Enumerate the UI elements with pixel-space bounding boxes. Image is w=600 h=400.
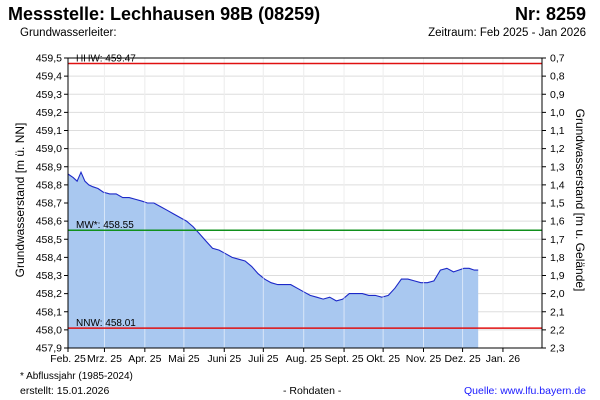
- y-axis-left: 457,9 458,0 458,1 458,2 458,3 458,4 458,5 458,6…: [36, 53, 68, 355]
- y-tick-label-right: 2,2: [550, 324, 565, 336]
- y-tick-label-right: 1,8: [550, 252, 565, 264]
- y-tick-label-left: 458,1: [36, 306, 62, 318]
- y-tick-label-left: 459,1: [36, 125, 62, 137]
- x-tick-label: Dez. 25: [444, 353, 480, 365]
- y-tick-label-right: 1,6: [550, 216, 565, 228]
- y-tick-label-left: 458,6: [36, 216, 62, 228]
- x-tick-label: Sept. 25: [325, 353, 364, 365]
- y-tick-label-right: 2,3: [550, 343, 565, 355]
- y-tick-label-left: 459,4: [36, 71, 62, 83]
- y-tick-label-right: 1,2: [550, 143, 565, 155]
- x-tick-label: Juni 25: [207, 353, 241, 365]
- x-tick-label: Mrz. 25: [87, 353, 122, 365]
- y-tick-label-right: 1,4: [550, 179, 565, 191]
- y-tick-label-right: 2,1: [550, 306, 565, 318]
- series-line: [67, 170, 479, 302]
- y-tick-label-right: 1,9: [550, 270, 565, 282]
- station-title: Messstelle: Lechhausen 98B (08259): [8, 4, 321, 24]
- x-tick-label: Apr. 25: [128, 353, 161, 365]
- y-tick-label-left: 459,0: [36, 143, 62, 155]
- y-tick-label-left: 458,8: [36, 179, 62, 191]
- x-tick-label: Feb. 25: [50, 353, 86, 365]
- y-axis-left-title: Grundwasserstand [m ü. NN]: [13, 123, 27, 278]
- y-axis-right: 0,7 0,8 0,9 1,0 1,1 1,2 1,3 1,4 1,5 1,6 1,7 1,8 1,9 2…: [542, 53, 565, 355]
- x-tick-label: Aug. 25: [286, 353, 322, 365]
- period-label: Zeitraum: Feb 2025 - Jan 2026: [428, 27, 586, 39]
- y-axis-right-title: Grundwasserstand [m u. Gelände]: [573, 109, 587, 292]
- x-tick-label: Jan. 26: [486, 353, 521, 365]
- reference-line-label: MW*: 458.55: [76, 220, 134, 231]
- y-tick-label-left: 458,3: [36, 270, 62, 282]
- y-tick-label-left: 458,5: [36, 234, 62, 246]
- x-axis: Feb. 25 Mrz. 25 Apr. 25 Mai 25 Juni 25 Juli 2…: [50, 348, 520, 365]
- x-tick-label: Okt. 25: [366, 353, 400, 365]
- y-tick-label-left: 457,9: [36, 343, 62, 355]
- footnote: * Abflussjahr (1985-2024): [20, 371, 133, 382]
- y-tick-label-left: 459,2: [36, 107, 62, 119]
- y-tick-label-left: 458,0: [36, 324, 62, 336]
- aquifer-label: Grundwasserleiter:: [20, 27, 117, 39]
- created-date: erstellt: 15.01.2026: [20, 385, 110, 397]
- y-tick-label-left: 458,4: [36, 252, 62, 264]
- y-tick-label-left: 459,3: [36, 89, 62, 101]
- series-fill: [68, 172, 479, 348]
- station-number: Nr: 8259: [514, 4, 586, 24]
- y-tick-label-right: 2,0: [550, 288, 565, 300]
- y-tick-label-left: 458,9: [36, 161, 62, 173]
- y-tick-label-right: 1,0: [550, 107, 565, 119]
- y-tick-label-right: 1,7: [550, 234, 565, 246]
- x-tick-label: Juli 25: [248, 353, 279, 365]
- y-tick-label-left: 459,5: [36, 53, 62, 65]
- y-tick-label-left: 458,7: [36, 198, 62, 210]
- y-tick-label-right: 1,3: [550, 161, 565, 173]
- raw-data-note: - Rohdaten -: [283, 385, 342, 397]
- y-tick-label-right: 0,8: [550, 71, 565, 83]
- reference-line-label: HHW: 459.47: [76, 53, 136, 64]
- x-tick-label: Mai 25: [168, 353, 200, 365]
- y-tick-label-left: 458,2: [36, 288, 62, 300]
- reference-lines: HHW: 459.47 MW*: 458.55 NNW: 458.01: [68, 53, 542, 329]
- reference-line-label: NNW: 458.01: [76, 318, 136, 329]
- x-tick-label: Nov. 25: [406, 353, 442, 365]
- source-link[interactable]: Quelle: www.lfu.bayern.de: [464, 385, 586, 397]
- y-tick-label-right: 0,7: [550, 53, 565, 65]
- y-tick-label-right: 1,5: [550, 198, 565, 210]
- y-tick-label-right: 1,1: [550, 125, 565, 137]
- y-tick-label-right: 0,9: [550, 89, 565, 101]
